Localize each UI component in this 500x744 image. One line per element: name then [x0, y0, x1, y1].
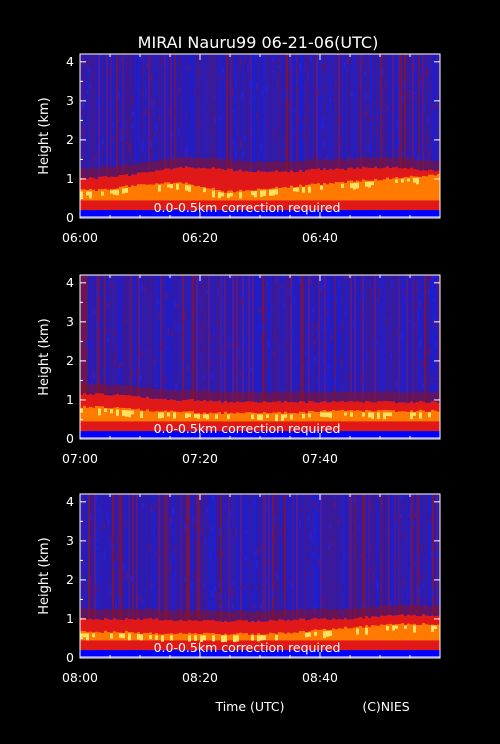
- x-tick-label: 06:00: [62, 230, 98, 245]
- y-tick-label: 0: [66, 431, 74, 446]
- y-tick-label: 4: [66, 494, 74, 509]
- y-tick-label: 3: [66, 533, 74, 548]
- heatmap-plot-3: [80, 494, 440, 658]
- x-tick-label: 08:40: [302, 670, 338, 685]
- y-tick-label: 2: [66, 353, 74, 368]
- panel-1: 0 1 2 3 4 06:00 06:20 06:40 Height (km) 0.0-0.5km…: [37, 53, 441, 245]
- panel-3: 0 1 2 3 4 08:00 08:20 08:40 Height (km) 0.0-0.5km…: [37, 493, 441, 685]
- y-tick-label: 2: [66, 132, 74, 147]
- ground-band: [80, 431, 440, 439]
- y-tick-label: 0: [66, 650, 74, 665]
- y-tick-label: 1: [66, 392, 74, 407]
- y-axis-label: Height (km): [37, 97, 52, 174]
- x-tick-label: 08:00: [62, 670, 98, 685]
- figure-title: MIRAI Nauru99 06-21-06(UTC): [138, 33, 379, 52]
- y-tick-label: 2: [66, 572, 74, 587]
- x-tick-label: 07:00: [62, 451, 98, 466]
- y-tick-label: 3: [66, 93, 74, 108]
- signal-layers: [80, 383, 440, 432]
- x-tick-label: 07:20: [182, 451, 218, 466]
- correction-annotation: 0.0-0.5km correction required: [154, 640, 341, 655]
- y-tick-label: 1: [66, 611, 74, 626]
- ground-band: [80, 650, 440, 658]
- y-tick-label: 3: [66, 314, 74, 329]
- y-axis-label: Height (km): [37, 318, 52, 395]
- heatmap-plot-2: [80, 275, 440, 439]
- signal-layers: [80, 604, 440, 651]
- y-tick-label: 4: [66, 54, 74, 69]
- panel-2: 0 1 2 3 4 07:00 07:20 07:40 Height (km) 0.0-0.5km…: [37, 274, 441, 466]
- y-tick-label: 0: [66, 210, 74, 225]
- y-axis-label: Height (km): [37, 537, 52, 614]
- signal-layers: [80, 156, 440, 211]
- correction-annotation: 0.0-0.5km correction required: [154, 200, 341, 215]
- x-tick-label: 07:40: [302, 451, 338, 466]
- ground-band: [80, 210, 440, 218]
- x-tick-label: 08:20: [182, 670, 218, 685]
- x-tick-label: 06:40: [302, 230, 338, 245]
- x-tick-label: 06:20: [182, 230, 218, 245]
- panels: 0 1 2 3 4 06:00 06:20 06:40 Height (km) 0.0-0.5km…: [37, 53, 441, 685]
- correction-annotation: 0.0-0.5km correction required: [154, 421, 341, 436]
- credit-label: (C)NIES: [362, 699, 409, 714]
- noise-streaks: [80, 494, 440, 658]
- x-axis-label: Time (UTC): [214, 699, 284, 714]
- heatmap-plot-1: [80, 54, 440, 218]
- y-tick-label: 1: [66, 171, 74, 186]
- y-tick-label: 4: [66, 275, 74, 290]
- noise-streaks: [80, 275, 440, 439]
